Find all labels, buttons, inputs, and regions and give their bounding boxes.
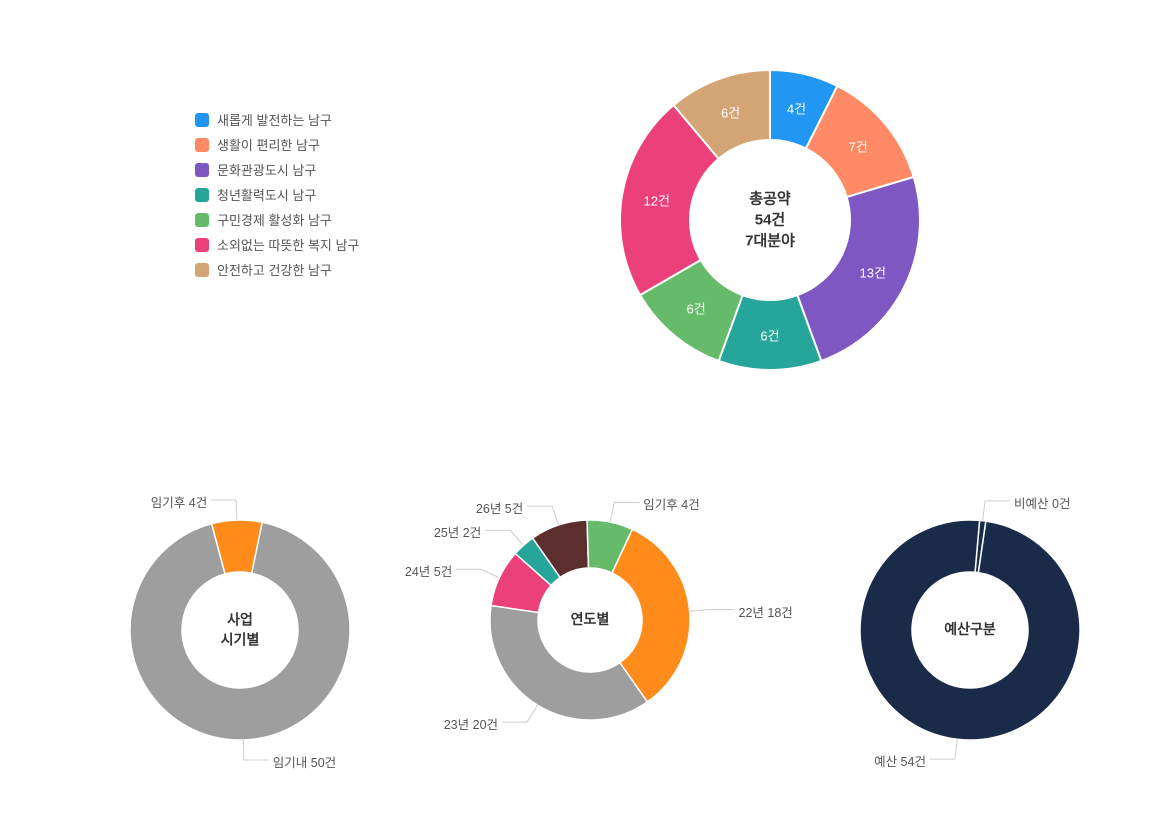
callout-label: 26년 5건: [476, 498, 523, 517]
callout-label: 임기후 4건: [151, 492, 207, 511]
legend-item: 문화관광도시 남구: [195, 160, 359, 179]
legend-swatch: [195, 188, 209, 202]
legend-label: 생활이 편리한 남구: [217, 135, 320, 154]
center-line-1: 사업: [221, 610, 260, 630]
callout-line: [552, 506, 558, 525]
callout-line: [955, 739, 957, 759]
legend-swatch: [195, 163, 209, 177]
callout-line: [527, 705, 537, 722]
bottom-section: 임기후 4건임기내 50건사업시기별 22년 18건23년 20건24년 5건2…: [0, 430, 1159, 760]
callout-line: [243, 740, 244, 760]
center-line-2: 54건: [745, 210, 795, 231]
callout-line: [610, 502, 614, 522]
center-line-1: 총공약: [745, 189, 795, 210]
legend-label: 안전하고 건강한 남구: [217, 260, 332, 279]
callout-line: [236, 500, 237, 520]
legend-item: 소외없는 따뜻한 복지 남구: [195, 235, 359, 254]
donut-slice: [797, 177, 920, 361]
small-donut-center-label: 예산구분: [944, 620, 996, 640]
callout-line: [481, 569, 499, 577]
legend-item: 청년활력도시 남구: [195, 185, 359, 204]
legend-label: 새롭게 발전하는 남구: [217, 110, 332, 129]
legend-item: 구민경제 활성화 남구: [195, 210, 359, 229]
callout-label: 임기후 4건: [643, 494, 699, 513]
legend-swatch: [195, 113, 209, 127]
center-line-3: 7대분야: [745, 231, 795, 252]
center-line-1: 예산구분: [944, 620, 996, 640]
legend-item: 안전하고 건강한 남구: [195, 260, 359, 279]
callout-line: [983, 501, 985, 521]
legend-label: 문화관광도시 남구: [217, 160, 316, 179]
legend-item: 새롭게 발전하는 남구: [195, 110, 359, 129]
main-donut-center-label: 총공약54건7대분야: [745, 189, 795, 252]
legend-swatch: [195, 238, 209, 252]
legend-swatch: [195, 213, 209, 227]
callout-label: 25년 2건: [434, 522, 481, 541]
chart-budget-type: 비예산 0건예산 54건 예산구분: [770, 430, 1159, 830]
legend-label: 구민경제 활성화 남구: [217, 210, 332, 229]
legend-label: 청년활력도시 남구: [217, 185, 316, 204]
main-chart-legend: 새롭게 발전하는 남구생활이 편리한 남구문화관광도시 남구청년활력도시 남구구…: [195, 110, 359, 285]
small-donut-center-label: 연도별: [571, 610, 610, 630]
top-section: 새롭게 발전하는 남구생활이 편리한 남구문화관광도시 남구청년활력도시 남구구…: [0, 30, 1159, 410]
callout-line: [690, 610, 710, 612]
callout-label: 임기내 50건: [273, 752, 336, 771]
callout-label: 24년 5건: [405, 561, 452, 580]
callout-label: 23년 20건: [444, 714, 498, 733]
legend-label: 소외없는 따뜻한 복지 남구: [217, 235, 359, 254]
callout-line: [510, 530, 523, 545]
callout-label: 예산 54건: [874, 751, 926, 770]
legend-item: 생활이 편리한 남구: [195, 135, 359, 154]
center-line-2: 시기별: [221, 630, 260, 650]
small-donut-center-label: 사업시기별: [221, 610, 260, 649]
legend-swatch: [195, 138, 209, 152]
chart-business-period: 임기후 4건임기내 50건 사업시기별: [40, 430, 440, 830]
chart-by-year: 22년 18건23년 20건24년 5건25년 2건26년 5건임기후 4건연도…: [400, 430, 780, 810]
main-donut-chart: 4건7건13건6건6건12건6건총공약54건7대분야: [600, 50, 940, 390]
callout-label: 비예산 0건: [1014, 493, 1070, 512]
legend-swatch: [195, 263, 209, 277]
center-line-1: 연도별: [571, 610, 610, 630]
